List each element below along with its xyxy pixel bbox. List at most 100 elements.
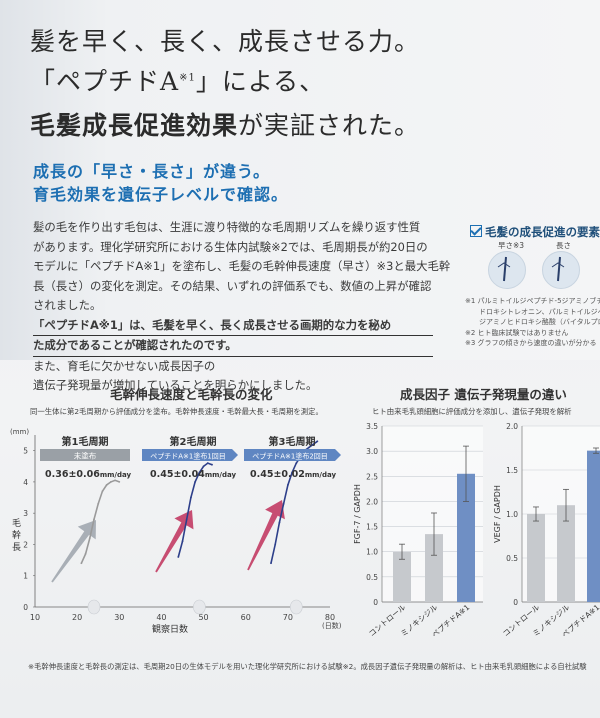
bar-1	[527, 514, 545, 602]
y-tick-label: 0	[513, 598, 518, 607]
y-axis-label: 毛 幹 長	[12, 517, 21, 553]
growth-arrow-gray	[51, 520, 96, 583]
svg-text:長: 長	[12, 542, 21, 553]
data-point	[270, 562, 272, 565]
left-chart-title: 毛幹伸長速度と毛幹長の変化	[110, 387, 273, 402]
data-point	[84, 552, 87, 555]
cycle2-title: 第2毛周期	[170, 435, 217, 448]
svg-text:毛: 毛	[12, 517, 21, 529]
y-tick-label: 0	[23, 603, 28, 612]
length-label: 長さ	[556, 241, 571, 250]
bar-2	[557, 505, 575, 602]
subheadline-2: 育毛効果を遺伝子レベルで確認。	[33, 185, 289, 204]
y-tick-label: 1	[23, 572, 28, 581]
data-point	[101, 490, 104, 493]
x-tick-label: 40	[156, 613, 166, 622]
data-point	[177, 556, 180, 558]
speed-label: 早さ※3	[498, 241, 525, 250]
x-tick-label: 20	[72, 613, 82, 622]
y-tick-label: 1.0	[366, 548, 378, 557]
y-unit: (mm)	[10, 428, 29, 436]
svg-text:幹: 幹	[12, 529, 21, 541]
y-axis-label: VEGF / GAPDH	[493, 485, 502, 543]
y-tick-label: 5	[23, 447, 28, 456]
data-point	[185, 518, 188, 521]
y-tick-label: 1.5	[506, 466, 518, 475]
x-tick-label: 30	[114, 613, 124, 622]
data-point	[316, 440, 319, 443]
growth-arrow-pink-2	[247, 500, 285, 571]
data-point	[312, 443, 315, 446]
right-chart-caption: ヒト由来毛乳頭細胞に評価成分を添加し、遺伝子発現を解析	[372, 407, 572, 416]
data-point	[286, 484, 289, 486]
right-chart-title: 成長因子 遺伝子発現量の違い	[400, 387, 567, 402]
hair-bulb-icon	[289, 599, 303, 615]
y-axis-label: FGF-7 / GAPDH	[353, 484, 362, 544]
bar-1	[393, 551, 411, 602]
y-tick-label: 1.5	[366, 523, 378, 532]
cycle3-title: 第3毛周期	[269, 435, 316, 448]
x-tick-label: 50	[198, 613, 208, 622]
data-point	[282, 502, 285, 505]
x-unit: (日数)	[322, 621, 342, 630]
length-hair-icon	[542, 251, 580, 289]
y-tick-label: 0.5	[366, 573, 378, 582]
cycle2-rate: 0.45±0.04mm/day	[150, 469, 237, 480]
data-point	[202, 465, 205, 468]
x-tick-label: 60	[241, 613, 251, 622]
data-point	[308, 446, 310, 449]
headline-line-1: 髪を早く、長く、成長させる力。	[30, 27, 421, 56]
data-point	[278, 521, 281, 524]
data-point	[97, 502, 100, 505]
cycle3-tag: ペプチドA※1塗布2回目	[252, 452, 328, 461]
data-point	[190, 496, 192, 499]
data-point	[114, 479, 116, 482]
y-tick-label: 3.0	[366, 447, 378, 456]
y-tick-label: 0.5	[506, 554, 518, 563]
cycle2-tag-bg	[142, 449, 238, 461]
data-point	[274, 543, 277, 546]
data-point	[109, 481, 112, 483]
cycle1-rate: 0.36±0.06mm/day	[45, 469, 132, 480]
data-point	[118, 481, 121, 483]
hair-bulb-icon	[193, 599, 206, 615]
cycle1-title: 第1毛周期	[62, 435, 109, 448]
y-tick-label: 2	[23, 540, 28, 549]
x-tick-label: 80	[325, 613, 335, 622]
bar-3	[457, 473, 475, 602]
data-point	[295, 462, 298, 465]
headline-line-2: 「ペプチドA※1」による、	[30, 67, 326, 96]
y-tick-label: 1.0	[506, 510, 518, 519]
footnote: ※毛幹伸長速度と毛幹長の測定は、毛周期20日の生体モデルを用いた理化学研究所にお…	[28, 662, 587, 671]
x-tick-label: 10	[30, 613, 40, 622]
cycle3-rate: 0.45±0.02mm/day	[250, 469, 337, 480]
y-tick-label: 2.0	[366, 497, 378, 506]
data-point	[88, 537, 91, 540]
x-axis-label: 観察日数	[152, 623, 188, 635]
body-paragraph: 髪の毛を作り出す毛包は、生涯に渡り特徴的な毛周期リズムを繰り返す性質 があります…	[33, 220, 451, 392]
bar-2	[425, 534, 443, 602]
cycle2-tag: ペプチドA※1塗布1回目	[150, 452, 226, 461]
x-tick-label: 70	[283, 613, 293, 622]
cycle3-tag-bg	[244, 449, 341, 461]
bar-3	[587, 450, 600, 602]
y-tick-label: 3.5	[366, 422, 378, 431]
y-tick-label: 3	[23, 509, 28, 518]
y-tick-label: 2.5	[366, 472, 378, 481]
data-point	[105, 484, 108, 486]
data-point	[181, 540, 184, 543]
y-tick-label: 2.0	[506, 422, 518, 431]
hair-strand-icons	[497, 256, 565, 282]
data-point	[291, 471, 293, 474]
side-title: 毛髪の成長促進の要素	[470, 224, 600, 240]
series-line-1	[80, 479, 120, 564]
data-point	[211, 463, 213, 466]
checkbox-icon	[470, 225, 482, 237]
data-point	[198, 471, 201, 474]
growth-arrow-pink-1	[155, 510, 194, 573]
cycle1-tag-bg	[40, 449, 130, 461]
data-point	[93, 518, 95, 521]
subheadline-1: 成長の「早さ・長さ」が違う。	[33, 162, 271, 181]
